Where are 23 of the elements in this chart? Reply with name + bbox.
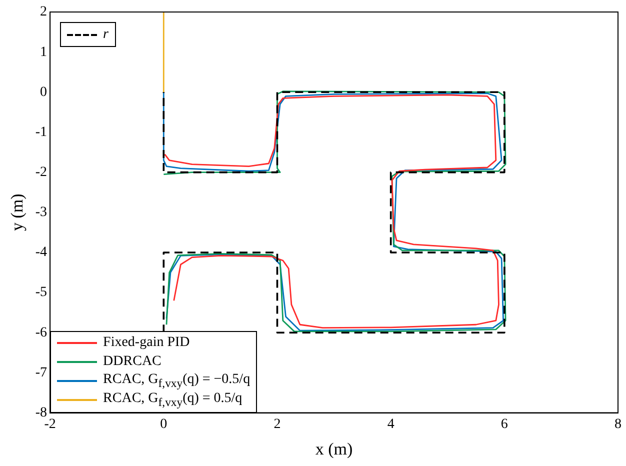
y-tick-label: -3 [35, 205, 48, 220]
x-tick-label: 0 [160, 416, 168, 432]
x-tick-label: 6 [500, 416, 508, 432]
y-tick-label: -8 [35, 405, 48, 420]
x-tick-label: 8 [614, 416, 622, 432]
x-tick-label: 2 [274, 416, 281, 432]
legend-label: r [103, 26, 108, 42]
legend-label: RCAC, G$_{f,vxy}$(q) = 0.5/q [103, 391, 242, 410]
y-tick-label: -6 [35, 325, 48, 340]
x-tick-label: 4 [387, 416, 394, 432]
y-axis-title: y (m) [8, 194, 27, 232]
x-axis-title: x (m) [315, 439, 353, 458]
y-tick-label: 1 [40, 44, 48, 60]
y-tick-label: -7 [35, 365, 48, 380]
legend-label: DDRCAC [103, 354, 162, 370]
legend-label: RCAC, G$_{f,vxy}$(q) = −0.5/q [103, 372, 250, 390]
y-tick-label: 2 [40, 4, 48, 20]
y-tick-label: -1 [35, 124, 48, 140]
y-tick-label: -4 [35, 245, 48, 260]
y-tick-label: 0 [40, 84, 48, 100]
y-tick-label: -5 [35, 285, 48, 300]
legend-label: Fixed-gain PID [103, 335, 190, 352]
y-tick-label: -2 [35, 164, 48, 180]
